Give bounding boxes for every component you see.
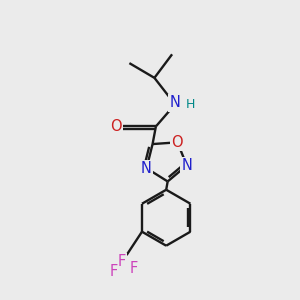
Text: N: N	[181, 158, 192, 173]
Text: F: F	[109, 264, 118, 279]
Text: N: N	[141, 161, 152, 176]
Text: O: O	[172, 135, 183, 150]
Text: N: N	[169, 95, 181, 110]
Text: F: F	[130, 261, 138, 276]
Text: F: F	[118, 254, 126, 269]
Text: O: O	[110, 119, 122, 134]
Text: H: H	[186, 98, 195, 111]
